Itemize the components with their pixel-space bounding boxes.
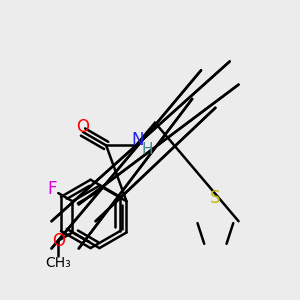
Text: F: F: [47, 180, 57, 198]
Text: CH₃: CH₃: [45, 256, 71, 270]
Text: O: O: [76, 118, 89, 136]
Text: N: N: [131, 131, 144, 149]
Text: O: O: [52, 232, 65, 250]
Text: H: H: [141, 142, 153, 158]
Text: S: S: [210, 189, 220, 207]
